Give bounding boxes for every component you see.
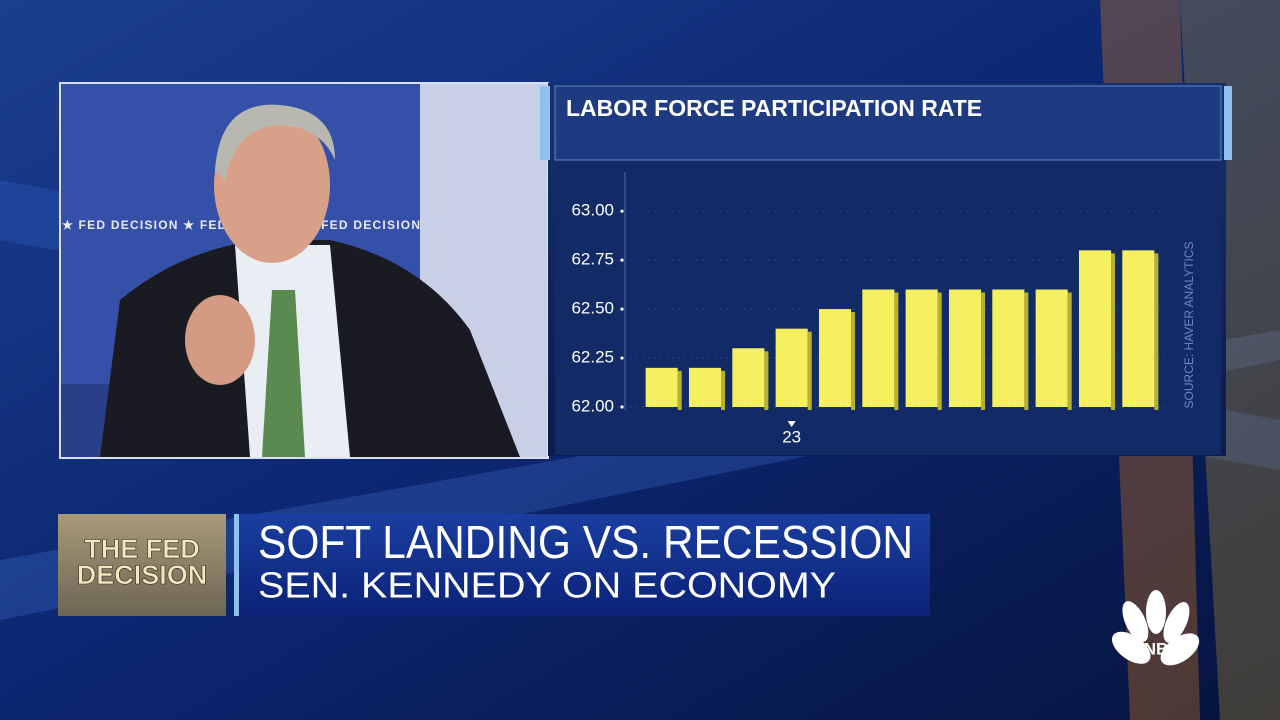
person-hand <box>185 295 255 385</box>
y-tick-label: 62.00 <box>571 396 614 415</box>
bar <box>1122 250 1155 407</box>
person-head <box>214 107 330 263</box>
headline: SOFT LANDING VS. RECESSION <box>258 516 913 568</box>
chart-title-bar <box>554 85 1222 161</box>
bar-side <box>1067 292 1072 410</box>
bar-side <box>1154 253 1159 410</box>
bar <box>992 289 1025 407</box>
bar <box>862 289 895 407</box>
bar <box>732 348 765 407</box>
bar-side <box>851 312 856 410</box>
tick-mark <box>620 307 624 311</box>
tick-mark <box>620 258 624 262</box>
person-hair <box>215 104 335 180</box>
source-note: SOURCE: HAVER ANALYTICS <box>1182 242 1196 409</box>
y-tick-label: 62.25 <box>571 348 614 367</box>
bar-side <box>764 351 769 410</box>
bar <box>645 367 678 407</box>
bug-line2: DECISION <box>77 560 208 590</box>
bar-side <box>937 292 942 410</box>
logo-peacock <box>1111 590 1200 666</box>
bar <box>1078 250 1112 407</box>
lower-third <box>234 514 930 616</box>
y-tick-label: 62.50 <box>571 299 614 318</box>
bar-side <box>807 331 812 410</box>
tick-mark <box>620 405 624 409</box>
bar-side <box>677 370 682 410</box>
person-tie <box>262 290 305 457</box>
bar-side <box>1024 292 1029 410</box>
accent <box>234 514 239 616</box>
x-tick-label: 23 <box>782 427 801 446</box>
chart-title: LABOR FORCE PARTICIPATION RATE <box>566 95 982 121</box>
bar <box>775 328 808 407</box>
accent <box>540 86 550 160</box>
accent <box>1224 86 1232 160</box>
bar-side <box>894 292 899 410</box>
y-tick-label: 63.00 <box>571 201 614 220</box>
bar-side <box>721 370 726 410</box>
bar-side <box>981 292 986 410</box>
logo-text: CNBC <box>1131 639 1180 658</box>
bug-line1: THE FED <box>84 534 200 564</box>
bar-side <box>1111 253 1116 410</box>
bar <box>948 289 982 407</box>
bar <box>905 289 938 407</box>
bar <box>818 309 852 407</box>
bug-box <box>58 514 226 616</box>
tick-mark <box>620 356 624 360</box>
tick-mark <box>620 209 624 213</box>
bar <box>688 367 722 407</box>
y-tick-label: 62.75 <box>571 250 614 269</box>
bar <box>1035 289 1068 407</box>
subline: SEN. KENNEDY ON ECONOMY <box>258 565 836 606</box>
x-tick-mark <box>787 421 796 427</box>
